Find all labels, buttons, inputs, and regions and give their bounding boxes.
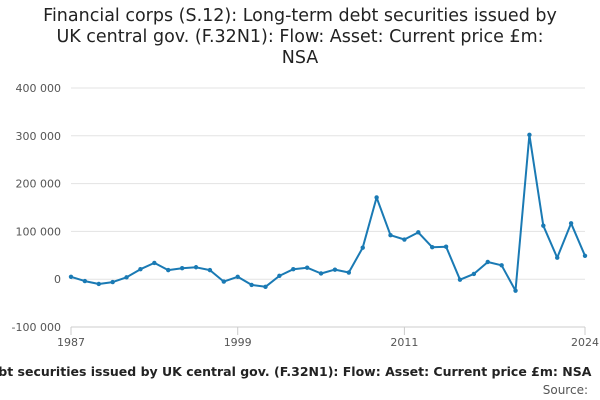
y-tick-label: 100 000 bbox=[16, 225, 62, 238]
data-point bbox=[263, 284, 268, 290]
data-point bbox=[429, 244, 435, 250]
y-tick-label: 300 000 bbox=[16, 130, 62, 143]
data-point bbox=[68, 274, 74, 280]
chart-title-line-2: UK central gov. (F.32N1): Flow: Asset: C… bbox=[56, 27, 544, 47]
data-point bbox=[221, 279, 227, 284]
y-tick-label: 0 bbox=[54, 273, 61, 286]
data-point bbox=[179, 266, 185, 271]
data-point bbox=[471, 271, 477, 277]
data-point bbox=[207, 267, 213, 273]
data-point bbox=[499, 263, 504, 268]
series-line bbox=[70, 133, 586, 292]
data-point bbox=[193, 265, 199, 270]
y-tick-label: 400 000 bbox=[16, 82, 62, 95]
source-label: Source: bbox=[542, 383, 588, 397]
x-tick-label: 1999 bbox=[224, 336, 252, 349]
data-point bbox=[388, 233, 393, 238]
x-tick-label: 2024 bbox=[571, 336, 599, 349]
data-point bbox=[249, 282, 254, 288]
data-point bbox=[485, 259, 490, 265]
chart-title-line-3: NSA bbox=[281, 48, 319, 68]
x-axis-title: Financial corps (S.12): Long-term debt s… bbox=[0, 364, 600, 382]
y-tick-label: 200 000 bbox=[16, 178, 62, 191]
data-point bbox=[346, 270, 352, 275]
x-axis-title-text: Financial corps (S.12): Long-term debt s… bbox=[0, 364, 592, 379]
y-tick-label: -100 000 bbox=[12, 321, 61, 334]
data-point bbox=[124, 275, 129, 280]
data-point bbox=[304, 265, 310, 270]
data-point bbox=[374, 195, 379, 200]
data-point bbox=[82, 278, 88, 284]
data-point bbox=[332, 267, 338, 272]
data-point bbox=[541, 223, 546, 228]
data-point bbox=[582, 253, 588, 258]
chart-title-line-1: Financial corps (S.12): Long-term debt s… bbox=[43, 6, 557, 26]
x-tick-label: 2011 bbox=[390, 336, 418, 349]
data-point bbox=[527, 132, 532, 138]
data-point bbox=[568, 221, 574, 226]
data-point bbox=[318, 271, 324, 276]
data-point bbox=[96, 281, 101, 287]
data-point bbox=[402, 237, 407, 242]
data-point bbox=[416, 230, 421, 235]
data-point bbox=[291, 266, 296, 272]
data-point bbox=[235, 274, 240, 280]
data-point bbox=[443, 244, 449, 249]
data-point bbox=[152, 260, 157, 266]
data-point bbox=[166, 267, 171, 273]
chart-title: Financial corps (S.12): Long-term debt s… bbox=[0, 6, 600, 69]
data-point bbox=[138, 266, 143, 272]
data-point bbox=[360, 245, 365, 250]
data-point bbox=[513, 288, 518, 293]
data-point bbox=[457, 277, 463, 282]
data-point bbox=[277, 273, 282, 279]
data-point bbox=[555, 255, 560, 260]
x-tick-label: 1987 bbox=[57, 336, 85, 349]
data-point bbox=[110, 279, 115, 285]
